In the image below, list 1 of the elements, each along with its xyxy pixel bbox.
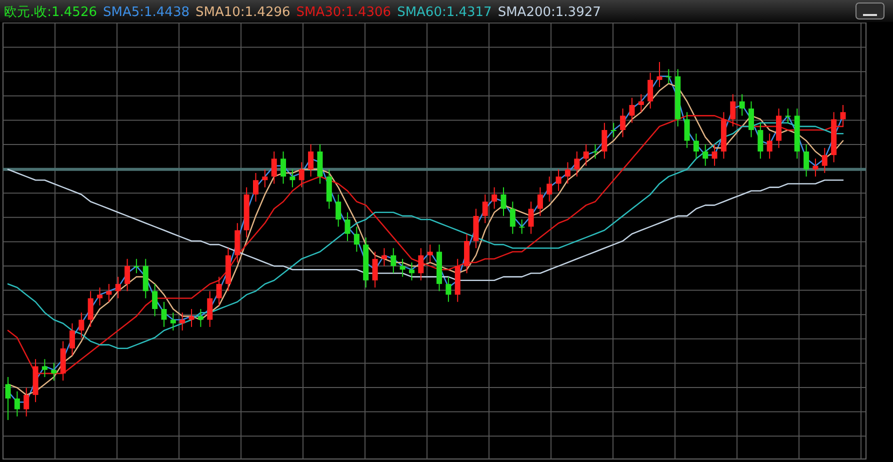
legend: 欧元.收:1.4526 SMA5:1.4438 SMA10:1.4296 SMA30:1.4306 SMA60:1.4317 SMA200:1.3927	[4, 5, 601, 20]
